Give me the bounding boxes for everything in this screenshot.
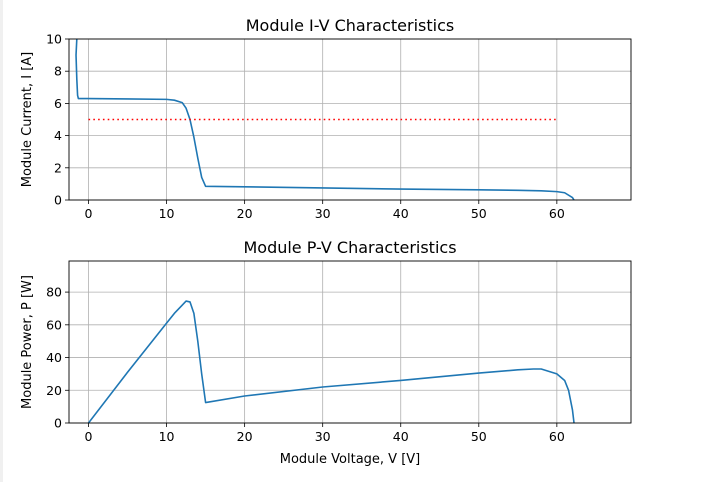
y-tick-label: 20 <box>46 383 62 398</box>
x-tick-label: 30 <box>315 206 331 221</box>
chart-1: 0 10 20 30 40 50 60 0 2 4 6 8 10 Module I-V Character… <box>20 16 632 221</box>
axes-frame <box>68 38 632 201</box>
axes-frame <box>68 260 632 424</box>
x-axis-label: Module Voltage, V [V] <box>280 452 421 467</box>
y-tick-label: 4 <box>54 128 62 143</box>
y-tick-label: 80 <box>46 285 62 300</box>
x-tick-label: 50 <box>471 206 487 221</box>
y-tick-label: 60 <box>46 317 62 332</box>
y-tick-label: 0 <box>54 416 62 431</box>
x-tick-label: 40 <box>393 206 409 221</box>
x-tick-label: 20 <box>237 429 253 444</box>
x-tick-label: 60 <box>549 206 565 221</box>
y-axis-label: Module Power, P [W] <box>20 275 35 409</box>
x-tick-label: 50 <box>471 429 487 444</box>
y-tick-label: 8 <box>54 64 62 79</box>
x-tick-label: 60 <box>549 429 565 444</box>
x-tick-label: 10 <box>159 429 175 444</box>
x-tick-label: 0 <box>85 206 93 221</box>
x-tick-label: 40 <box>393 429 409 444</box>
y-tick-label: 40 <box>46 350 62 365</box>
y-tick-label: 2 <box>54 160 62 175</box>
data-line <box>87 300 575 423</box>
chart-title: Module P-V Characteristics <box>243 238 456 257</box>
data-line <box>75 39 575 200</box>
y-tick-label: 0 <box>54 193 62 208</box>
x-tick-label: 0 <box>85 429 93 444</box>
x-tick-label: 20 <box>237 206 253 221</box>
y-tick-label: 6 <box>54 96 62 111</box>
chart-title: Module I-V Characteristics <box>246 16 454 35</box>
x-tick-label: 10 <box>159 206 175 221</box>
left-edge <box>0 0 3 482</box>
y-tick-label: 10 <box>46 32 62 47</box>
y-axis-label: Module Current, I [A] <box>20 52 35 188</box>
x-tick-label: 30 <box>315 429 331 444</box>
chart-2: 0 10 20 30 40 50 60 0 20 40 60 80 Module P-V Charact… <box>20 238 632 467</box>
